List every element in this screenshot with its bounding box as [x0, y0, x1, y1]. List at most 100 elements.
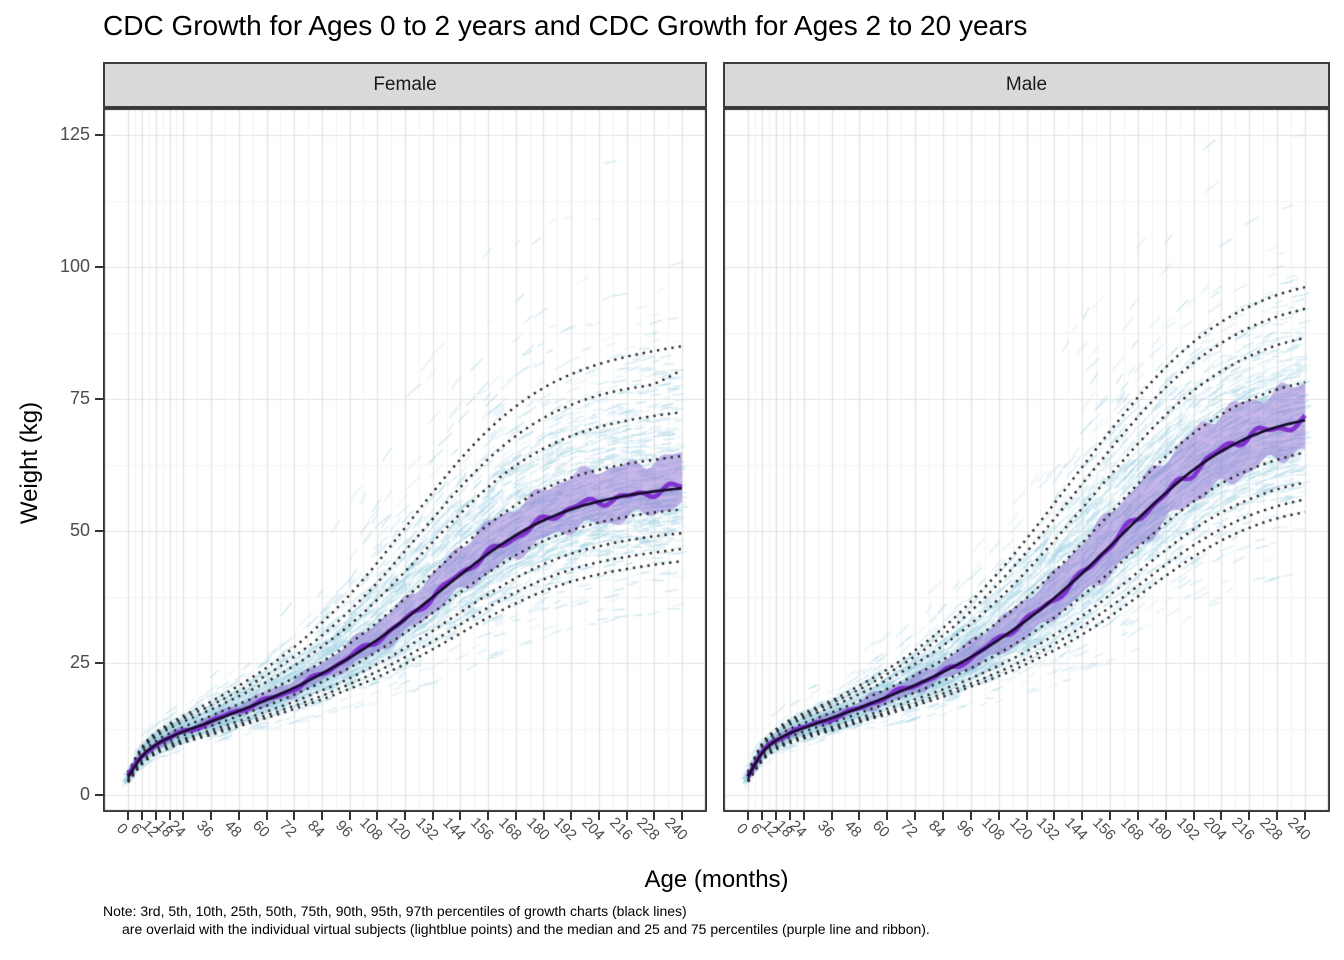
x-tick-mark [265, 812, 268, 820]
x-tick-label: 96 [331, 817, 356, 841]
x-tick-label: 108 [356, 814, 387, 844]
y-tick-label: 0 [79, 784, 90, 804]
x-tick-mark [1192, 812, 1195, 820]
x-tick-mark [653, 812, 656, 820]
facet-strip-male: Male [723, 62, 1330, 108]
x-tick-label: 72 [276, 817, 301, 841]
x-tick-mark [1053, 812, 1056, 820]
x-tick-label: 120 [1005, 814, 1036, 844]
x-tick-label: 180 [522, 814, 553, 844]
x-tick-mark [210, 812, 213, 820]
x-tick-mark [570, 812, 573, 820]
x-tick-mark [681, 812, 683, 820]
x-tick-mark [802, 812, 805, 820]
facet-strip-male-label: Male [1005, 74, 1048, 95]
x-tick-label: 24 [785, 817, 810, 841]
x-tick-label: 168 [1117, 814, 1147, 844]
plot-panel-male [723, 108, 1330, 812]
x-tick-label: 156 [467, 814, 497, 844]
x-tick-mark [127, 812, 129, 820]
x-tick-label: 36 [813, 817, 838, 841]
x-tick-label: 228 [633, 814, 664, 844]
x-tick-mark [858, 812, 861, 820]
x-tick-label: 48 [220, 817, 245, 841]
y-tick-mark [95, 662, 103, 664]
plot-panel-female [103, 108, 707, 812]
x-tick-mark [830, 812, 833, 820]
x-tick-label: 216 [1228, 814, 1259, 844]
facet-strip-female: Female [103, 62, 707, 108]
x-tick-mark [1164, 812, 1167, 820]
x-tick-label: 96 [952, 817, 977, 841]
x-tick-mark [293, 812, 296, 820]
x-tick-label: 24 [165, 817, 190, 841]
x-tick-mark [774, 812, 777, 820]
x-tick-mark [1248, 812, 1251, 820]
panel-canvas-female [103, 108, 707, 812]
x-tick-mark [941, 812, 944, 820]
y-tick-mark [95, 794, 103, 796]
x-tick-label: 180 [1144, 814, 1175, 844]
y-tick-label: 75 [69, 388, 90, 408]
x-tick-mark [1304, 812, 1306, 820]
x-tick-label: 48 [841, 817, 866, 841]
x-tick-mark [914, 812, 917, 820]
x-tick-label: 168 [494, 814, 525, 844]
x-tick-label: 84 [303, 817, 328, 841]
x-tick-label: 204 [1200, 814, 1231, 844]
x-tick-mark [760, 812, 763, 820]
x-tick-label: 216 [605, 814, 636, 844]
x-tick-mark [154, 812, 157, 820]
x-tick-label: 72 [897, 817, 921, 841]
x-tick-label: 132 [411, 814, 442, 844]
x-tick-label: 120 [384, 814, 414, 844]
x-tick-label: 192 [1172, 814, 1203, 844]
x-tick-mark [1220, 812, 1223, 820]
x-tick-mark [376, 812, 379, 820]
y-tick-mark [95, 134, 103, 136]
y-tick-label: 50 [69, 520, 90, 540]
x-tick-mark [459, 812, 462, 820]
x-tick-label: 60 [869, 817, 894, 841]
x-tick-mark [747, 812, 749, 820]
y-tick-mark [95, 266, 103, 268]
x-tick-mark [320, 812, 323, 820]
x-tick-label: 36 [193, 817, 217, 841]
x-tick-mark [1276, 812, 1279, 820]
x-tick-mark [487, 812, 490, 820]
x-tick-label: 204 [578, 814, 608, 844]
x-tick-label: 192 [550, 814, 581, 844]
x-tick-mark [237, 812, 240, 820]
y-tick-label: 25 [69, 652, 90, 672]
x-tick-mark [404, 812, 406, 820]
y-tick-mark [95, 398, 103, 400]
x-tick-label: 108 [977, 814, 1008, 844]
x-tick-label: 228 [1256, 814, 1286, 844]
x-tick-mark [348, 812, 351, 820]
x-tick-mark [997, 812, 1000, 820]
x-tick-label: 240 [661, 814, 691, 844]
x-tick-mark [1081, 812, 1084, 820]
x-axis-title: Age (months) [644, 866, 789, 893]
x-tick-mark [597, 812, 600, 820]
x-tick-mark [788, 812, 791, 820]
x-tick-label: 144 [439, 814, 470, 844]
x-tick-mark [514, 812, 517, 820]
y-tick-mark [95, 530, 103, 532]
x-tick-label: 132 [1033, 814, 1064, 844]
facet-strip-female-label: Female [373, 74, 437, 95]
y-tick-label: 100 [59, 256, 90, 276]
x-tick-mark [625, 812, 628, 820]
x-tick-label: 156 [1089, 814, 1119, 844]
x-tick-mark [1136, 812, 1139, 820]
y-tick-label: 125 [59, 124, 90, 144]
x-tick-mark [1109, 812, 1112, 820]
x-tick-label: 84 [925, 817, 949, 841]
x-tick-mark [140, 812, 143, 820]
x-tick-label: 144 [1061, 814, 1092, 844]
note-line-1: Note: 3rd, 5th, 10th, 25th, 50th, 75th, … [103, 903, 687, 919]
x-tick-mark [182, 812, 185, 820]
panel-canvas-male [723, 108, 1330, 812]
x-tick-mark [969, 812, 972, 820]
